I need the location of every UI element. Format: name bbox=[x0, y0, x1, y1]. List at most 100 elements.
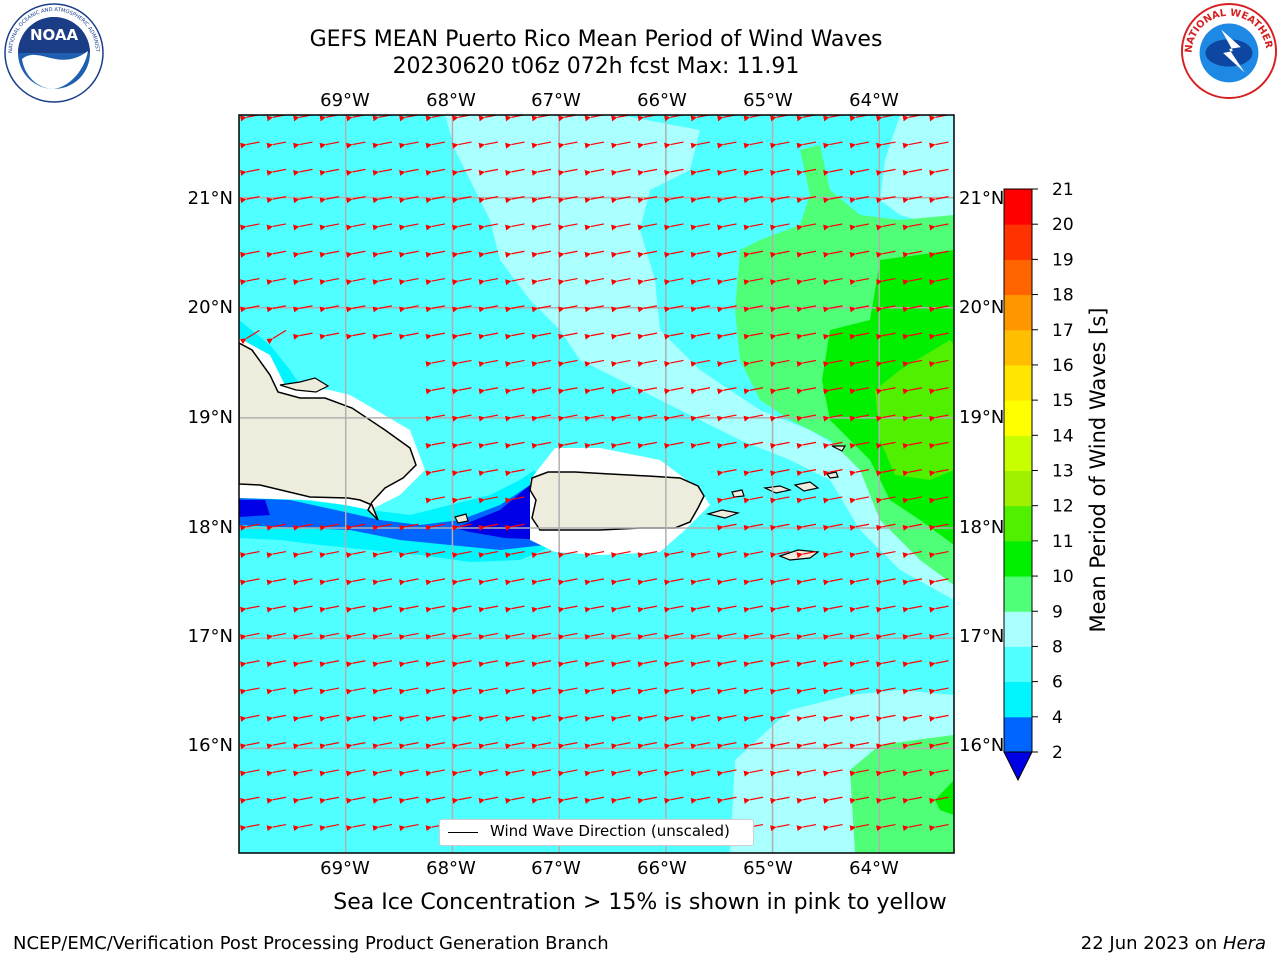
wave-direction-arrow bbox=[372, 632, 393, 641]
wave-direction-arrow bbox=[319, 277, 340, 286]
lon-label: 66°W bbox=[637, 858, 687, 879]
wave-direction-arrow bbox=[717, 387, 737, 395]
wave-direction-arrow bbox=[929, 332, 949, 340]
wave-direction-arrow bbox=[902, 168, 923, 176]
colorbar-segment bbox=[1004, 716, 1032, 753]
wave-direction-arrow bbox=[876, 496, 896, 504]
wave-direction-arrow bbox=[717, 359, 737, 368]
anegada-land bbox=[825, 471, 839, 479]
wave-direction-arrow bbox=[664, 550, 684, 559]
wind-wave-arrows bbox=[239, 115, 949, 832]
wave-direction-arrow bbox=[929, 796, 949, 804]
wave-direction-arrow bbox=[876, 687, 896, 695]
wave-direction-arrow bbox=[531, 632, 552, 641]
wave-direction-arrow bbox=[240, 660, 260, 668]
wave-direction-arrow bbox=[425, 441, 446, 449]
wave-direction-arrow bbox=[372, 605, 393, 613]
longitude-labels-top: 69°W 68°W 67°W 66°W 65°W 64°W bbox=[320, 90, 899, 111]
wave-direction-arrow bbox=[902, 141, 923, 149]
wave-direction-arrow bbox=[293, 660, 313, 668]
wave-direction-arrow bbox=[690, 168, 711, 176]
wave-direction-arrow bbox=[849, 196, 870, 204]
wave-direction-arrow bbox=[637, 550, 658, 559]
wave-direction-arrow bbox=[690, 550, 711, 559]
wave-direction-arrow bbox=[425, 387, 446, 395]
wave-direction-arrow bbox=[637, 359, 658, 368]
wave-direction-arrow bbox=[584, 550, 605, 559]
wave-direction-arrow bbox=[823, 223, 843, 231]
wave-direction-arrow bbox=[452, 523, 472, 531]
wave-direction-arrow bbox=[266, 523, 287, 531]
wave-direction-arrow bbox=[425, 742, 446, 750]
wave-direction-arrow bbox=[558, 305, 578, 313]
wave-direction-arrow bbox=[929, 359, 949, 368]
wave-direction-arrow bbox=[425, 223, 446, 231]
wave-direction-arrow bbox=[584, 168, 605, 176]
wave-direction-arrow bbox=[611, 742, 631, 750]
wave-direction-arrow bbox=[929, 441, 949, 449]
lon-label: 67°W bbox=[531, 858, 581, 879]
wave-direction-arrow bbox=[452, 387, 472, 395]
wave-direction-arrow bbox=[505, 387, 525, 395]
wave-direction-arrow bbox=[849, 359, 870, 368]
wave-direction-arrow bbox=[425, 632, 446, 641]
wave-direction-arrow bbox=[611, 305, 631, 313]
colorbar-segment bbox=[1004, 189, 1032, 225]
colorbar-segment bbox=[1004, 505, 1032, 542]
wave-direction-arrow bbox=[558, 578, 578, 586]
wave-direction-arrow bbox=[505, 469, 525, 477]
wave-direction-arrow bbox=[584, 141, 605, 149]
colorbar-tick-label: 12 bbox=[1052, 497, 1074, 517]
wave-direction-arrow bbox=[637, 742, 658, 750]
wave-direction-arrow bbox=[796, 441, 817, 449]
wave-direction-arrow bbox=[690, 605, 711, 613]
wave-direction-arrow bbox=[611, 414, 631, 422]
wave-direction-arrow bbox=[717, 441, 737, 449]
wave-direction-arrow bbox=[611, 687, 631, 695]
wave-direction-arrow bbox=[531, 332, 552, 340]
wave-direction-arrow bbox=[293, 332, 313, 340]
wave-direction-arrow bbox=[584, 769, 605, 777]
wave-direction-arrow bbox=[478, 578, 499, 586]
wave-direction-arrow bbox=[372, 769, 393, 777]
legend-line-swatch bbox=[448, 832, 478, 833]
wave-direction-arrow bbox=[690, 277, 711, 286]
wave-direction-arrow bbox=[452, 660, 472, 668]
wave-direction-arrow bbox=[584, 414, 605, 422]
wave-direction-arrow bbox=[717, 496, 737, 504]
sea-ice-note: Sea Ice Concentration > 15% is shown in … bbox=[333, 890, 947, 915]
wave-direction-arrow bbox=[266, 578, 287, 586]
wave-direction-arrow bbox=[399, 823, 419, 832]
wave-direction-arrow bbox=[240, 141, 260, 149]
wave-direction-arrow bbox=[823, 332, 843, 340]
wave-direction-arrow bbox=[584, 796, 605, 804]
wave-direction-arrow bbox=[876, 823, 896, 832]
wave-direction-arrow bbox=[823, 441, 843, 449]
colorbar-tick-label: 21 bbox=[1052, 180, 1074, 200]
wave-direction-arrow bbox=[399, 332, 419, 340]
wave-direction-arrow bbox=[690, 769, 711, 777]
wave-direction-arrow bbox=[637, 414, 658, 422]
wave-direction-arrow bbox=[531, 687, 552, 695]
wave-direction-arrow bbox=[452, 796, 472, 804]
wave-direction-arrow bbox=[531, 387, 552, 395]
wave-direction-arrow bbox=[637, 141, 658, 149]
wave-direction-arrow bbox=[505, 196, 525, 204]
wave-direction-arrow bbox=[584, 359, 605, 368]
wave-direction-arrow bbox=[505, 769, 525, 777]
wave-direction-arrow bbox=[425, 660, 446, 668]
wave-direction-arrow bbox=[902, 469, 923, 477]
wave-direction-arrow bbox=[584, 223, 605, 231]
wave-direction-arrow bbox=[796, 578, 817, 586]
wave-direction-arrow bbox=[319, 769, 340, 777]
wave-direction-arrow bbox=[425, 605, 446, 613]
footer-date-text: 22 Jun 2023 on bbox=[1080, 933, 1223, 954]
wave-direction-arrow bbox=[372, 796, 393, 804]
wave-direction-arrow bbox=[531, 359, 552, 368]
lon-label: 68°W bbox=[426, 858, 476, 879]
wave-direction-arrow bbox=[743, 359, 764, 368]
mona-island-land bbox=[454, 513, 469, 524]
wave-direction-arrow bbox=[346, 277, 366, 286]
wave-direction-arrow bbox=[240, 714, 260, 722]
